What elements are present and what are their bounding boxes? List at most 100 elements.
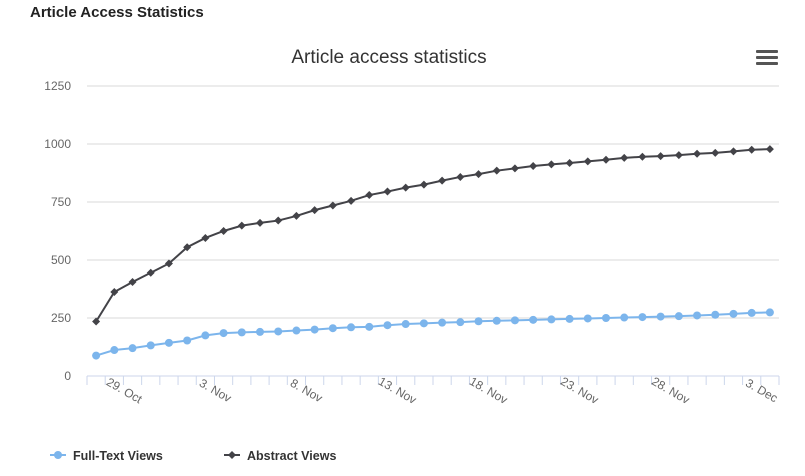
data-point [565,159,574,168]
series-line [95,311,770,357]
data-point [547,160,556,169]
data-point [256,327,264,336]
data-point [747,145,756,154]
data-point [456,172,465,181]
data-point [92,317,101,326]
data-point [602,155,610,164]
data-point [656,152,665,161]
data-point [128,344,137,353]
data-point [274,216,283,225]
data-point [274,327,283,336]
data-point [310,206,319,215]
grid [87,85,779,377]
data-point [583,157,592,166]
data-point [529,162,538,171]
data-point [602,314,610,322]
series-abstract-views [92,145,774,326]
data-point [765,145,774,154]
data-point [456,318,465,327]
data-point [219,227,228,235]
data-point [729,309,738,318]
data-point [729,147,738,156]
data-point [256,218,264,227]
series-group [92,145,774,360]
data-point [638,313,647,322]
data-point [110,346,119,355]
data-point [693,149,702,158]
data-point [492,316,501,325]
x-tick-label: 13. Nov [376,374,419,407]
x-tick-label: 3. Nov [197,376,234,405]
data-point [674,312,683,321]
data-point [765,308,774,317]
data-point [438,318,447,327]
data-point [510,316,519,325]
data-point [164,259,173,268]
data-point [711,148,720,157]
data-point [547,315,556,324]
data-point [583,314,592,323]
x-tick-label: 28. Nov [649,374,692,407]
legend-item[interactable]: Abstract Views [224,449,336,463]
data-point [747,308,756,317]
y-tick-label: 1000 [44,137,71,151]
x-tick-label: 23. Nov [558,374,601,407]
y-tick-label: 750 [51,195,71,209]
x-tick-label: 8. Nov [288,376,325,405]
data-point [510,164,519,173]
y-tick-label: 0 [64,369,71,383]
data-point [401,183,410,192]
data-point [183,336,192,345]
legend-marker [228,451,236,459]
x-axis: 29. Oct 3. Nov 8. Nov 13. Nov 18. Nov 23. Nov… [86,374,780,407]
series-line [95,148,770,323]
data-point [693,311,702,320]
data-point [438,176,447,185]
data-point [146,268,155,277]
y-tick-label: 500 [51,253,71,267]
data-point [310,325,319,334]
data-point [638,152,647,161]
page-title: Article Access Statistics [30,4,204,21]
y-axis: 0 250 500 750 1000 1250 [44,79,71,383]
data-point [365,322,374,331]
data-point [383,321,392,330]
data-point [711,310,720,319]
data-point [292,211,301,220]
data-point [365,191,374,200]
data-point [201,331,210,340]
data-point [474,317,483,326]
x-tick-label: 29. Oct [104,375,145,407]
data-point [383,187,392,196]
y-tick-label: 1250 [44,79,71,93]
data-point [620,313,629,322]
data-point [620,153,629,162]
data-point [674,151,683,160]
data-point [419,319,428,328]
legend: Full-Text Views Abstract Views [50,449,336,463]
legend-item[interactable]: Full-Text Views [50,449,163,463]
x-tick-label: 3. Dec [743,376,780,405]
hamburger-menu-icon[interactable] [756,50,778,68]
data-point [474,170,483,179]
data-point [201,233,210,242]
data-point [529,315,538,324]
data-point [419,180,428,189]
data-point [492,166,501,175]
y-tick-label: 250 [51,311,71,325]
data-point [565,314,574,323]
data-point [128,278,137,287]
data-point [328,324,337,333]
data-point [347,196,356,205]
series-full-text-views [92,308,774,360]
data-point [183,243,192,252]
data-point [347,323,356,332]
data-point [146,341,155,350]
x-tick-label: 18. Nov [467,374,510,407]
data-point [656,312,665,321]
data-point [401,320,410,329]
chart-title: Article access statistics [291,47,486,68]
legend-label: Full-Text Views [73,449,163,463]
data-point [164,338,173,347]
